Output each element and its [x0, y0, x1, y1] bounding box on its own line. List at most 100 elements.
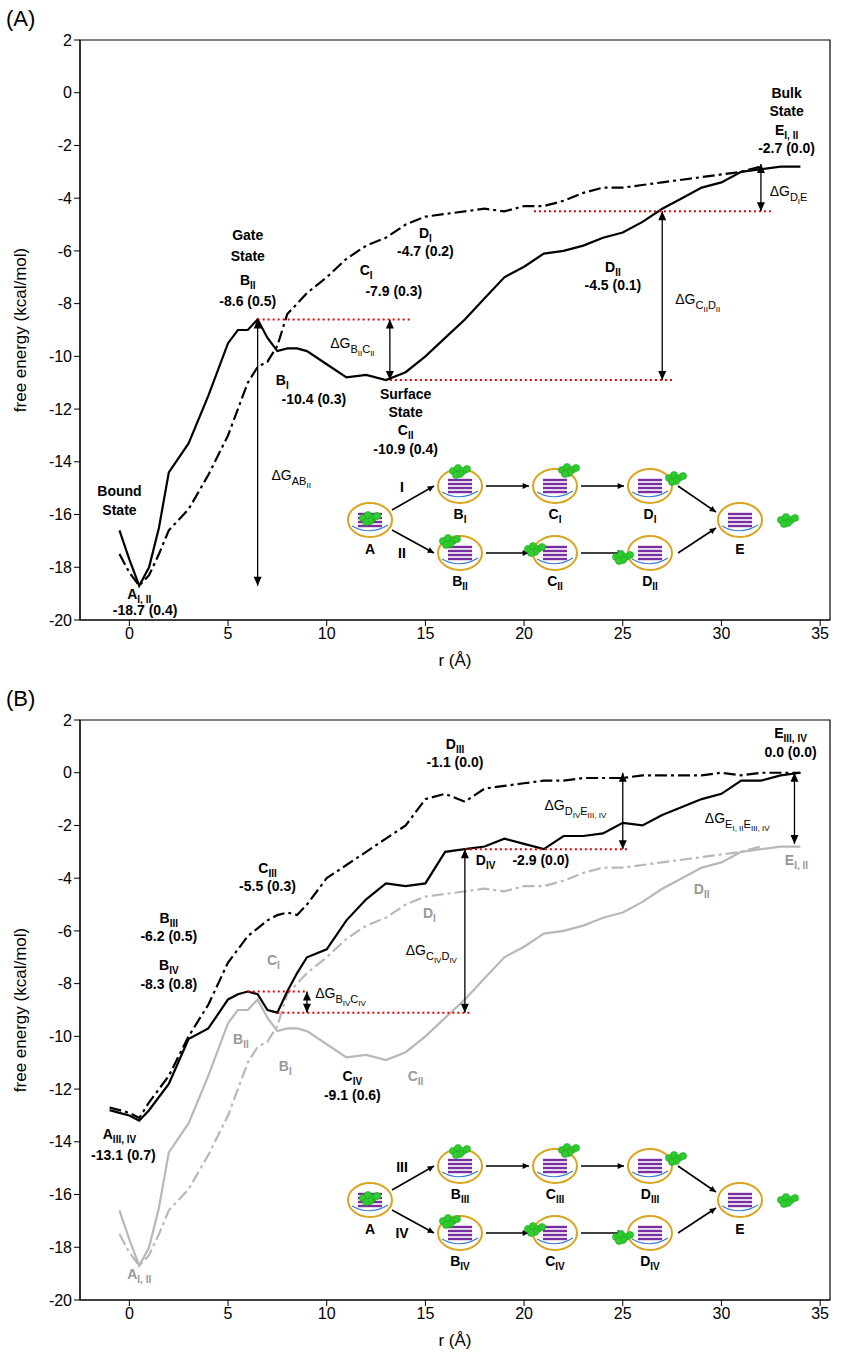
svg-text:10: 10	[318, 625, 336, 642]
svg-text:2: 2	[63, 32, 72, 49]
svg-text:ΔGBIVCIV: ΔGBIVCIV	[315, 985, 366, 1008]
svg-text:DIII: DIII	[641, 1186, 660, 1205]
svg-text:ΔGEI, IIEIII, IV: ΔGEI, IIEIII, IV	[705, 810, 770, 833]
svg-text:IV: IV	[395, 1225, 409, 1241]
svg-text:35: 35	[811, 1305, 829, 1322]
svg-text:E: E	[735, 541, 744, 557]
svg-text:-4.7 (0.2): -4.7 (0.2)	[397, 243, 454, 259]
svg-text:15: 15	[416, 625, 434, 642]
svg-text:III: III	[396, 1159, 408, 1175]
svg-text:10: 10	[318, 1305, 336, 1322]
svg-text:CI: CI	[267, 952, 280, 971]
svg-text:-8.6 (0.5): -8.6 (0.5)	[219, 293, 276, 309]
svg-text:CI: CI	[549, 506, 562, 525]
svg-text:-6.2 (0.5): -6.2 (0.5)	[140, 928, 197, 944]
svg-text:-12: -12	[49, 1081, 72, 1098]
svg-text:-4: -4	[58, 870, 72, 887]
svg-text:5: 5	[224, 1305, 233, 1322]
svg-text:State: State	[769, 103, 803, 119]
svg-text:BI: BI	[454, 506, 467, 525]
svg-text:-10.4 (0.3): -10.4 (0.3)	[282, 391, 347, 407]
svg-text:ΔGCIIDII: ΔGCIIDII	[675, 291, 720, 314]
svg-text:DII: DII	[694, 881, 710, 900]
svg-text:CII: CII	[408, 1068, 424, 1087]
svg-text:-8: -8	[58, 295, 72, 312]
svg-text:-18: -18	[49, 559, 72, 576]
svg-text:BII: BII	[240, 272, 256, 291]
svg-text:E: E	[735, 1221, 744, 1237]
svg-text:30: 30	[713, 1305, 731, 1322]
svg-text:I: I	[400, 479, 404, 495]
svg-text:State: State	[231, 248, 265, 264]
svg-text:35: 35	[811, 625, 829, 642]
svg-text:ΔGDIE: ΔGDIE	[770, 183, 808, 206]
svg-text:20: 20	[515, 625, 533, 642]
svg-text:BII: BII	[233, 1031, 249, 1050]
svg-text:-14: -14	[49, 453, 72, 470]
svg-text:State: State	[102, 502, 136, 518]
svg-text:15: 15	[416, 1305, 434, 1322]
svg-text:A: A	[365, 541, 375, 557]
svg-text:-4: -4	[58, 190, 72, 207]
svg-text:-6: -6	[58, 923, 72, 940]
svg-text:CIV: CIV	[343, 1068, 363, 1087]
svg-text:0: 0	[63, 764, 72, 781]
svg-text:Surface: Surface	[380, 386, 432, 402]
svg-text:-18: -18	[49, 1239, 72, 1256]
svg-text:-9.1 (0.6): -9.1 (0.6)	[324, 1087, 381, 1103]
svg-text:AI, II: AI, II	[127, 1266, 151, 1285]
svg-text:-1.1 (0.0): -1.1 (0.0)	[427, 754, 484, 770]
svg-text:-2.9 (0.0): -2.9 (0.0)	[512, 852, 569, 868]
svg-text:CIII: CIII	[546, 1186, 565, 1205]
svg-text:CII: CII	[547, 573, 563, 592]
svg-text:0: 0	[125, 1305, 134, 1322]
svg-text:Bulk: Bulk	[771, 85, 802, 101]
svg-text:BIII: BIII	[451, 1186, 470, 1205]
svg-text:-4.5 (0.1): -4.5 (0.1)	[584, 277, 641, 293]
svg-text:DII: DII	[605, 259, 621, 278]
svg-text:2: 2	[63, 712, 72, 729]
svg-text:25: 25	[614, 625, 632, 642]
svg-text:-7.9 (0.3): -7.9 (0.3)	[365, 283, 422, 299]
svg-text:-10.9 (0.4): -10.9 (0.4)	[373, 441, 438, 457]
svg-text:-20: -20	[49, 612, 72, 629]
svg-text:-16: -16	[49, 506, 72, 523]
svg-text:EI, II: EI, II	[785, 852, 808, 871]
svg-text:CI: CI	[360, 262, 373, 281]
svg-text:DIV: DIV	[640, 1253, 660, 1272]
svg-text:CII: CII	[398, 422, 414, 441]
svg-text:0: 0	[63, 84, 72, 101]
svg-text:free energy (kcal/mol): free energy (kcal/mol)	[11, 248, 30, 412]
svg-text:-13.1 (0.7): -13.1 (0.7)	[91, 1147, 156, 1163]
svg-text:CIII: CIII	[258, 860, 277, 879]
svg-text:ΔGDIVEIII, IV: ΔGDIVEIII, IV	[545, 797, 607, 820]
svg-text:30: 30	[713, 625, 731, 642]
svg-text:5: 5	[224, 625, 233, 642]
svg-text:Gate: Gate	[232, 227, 263, 243]
svg-text:DI: DI	[644, 506, 657, 525]
svg-text:DII: DII	[642, 573, 658, 592]
svg-text:Bound: Bound	[97, 483, 141, 499]
svg-text:DIII: DIII	[446, 736, 465, 755]
svg-text:BIV: BIV	[159, 957, 179, 976]
svg-text:-16: -16	[49, 1186, 72, 1203]
svg-text:State: State	[389, 404, 423, 420]
svg-text:BII: BII	[452, 573, 468, 592]
svg-text:EI, II: EI, II	[775, 122, 798, 141]
svg-text:(B): (B)	[6, 686, 35, 711]
svg-text:-18.7 (0.4): -18.7 (0.4)	[113, 602, 178, 618]
svg-text:-8.3 (0.8): -8.3 (0.8)	[140, 976, 197, 992]
svg-text:25: 25	[614, 1305, 632, 1322]
svg-text:-20: -20	[49, 1292, 72, 1309]
svg-text:BI: BI	[279, 1058, 292, 1077]
svg-text:0.0 (0.0): 0.0 (0.0)	[764, 744, 816, 760]
svg-text:CIV: CIV	[545, 1253, 565, 1272]
svg-text:ΔGABII: ΔGABII	[271, 467, 310, 490]
svg-text:BIV: BIV	[450, 1253, 470, 1272]
svg-text:0: 0	[125, 625, 134, 642]
svg-text:II: II	[398, 545, 406, 561]
svg-text:-6: -6	[58, 243, 72, 260]
svg-text:DIV: DIV	[476, 852, 496, 871]
svg-text:A: A	[365, 1221, 375, 1237]
svg-text:EIII, IV: EIII, IV	[774, 725, 807, 744]
